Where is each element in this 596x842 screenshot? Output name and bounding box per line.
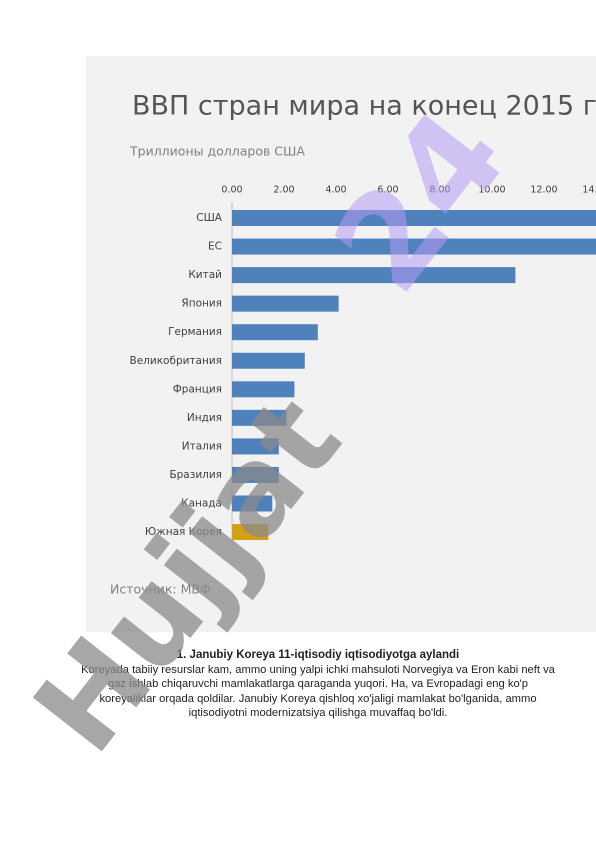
y-tick-label: Япония bbox=[181, 298, 222, 310]
bar bbox=[232, 381, 295, 398]
bar bbox=[232, 524, 269, 541]
x-tick-label: 14.00 bbox=[582, 185, 596, 196]
chart-subtitle: Триллионы долларов США bbox=[129, 144, 305, 159]
chart-title: ВВП стран мира на конец 2015 года bbox=[132, 91, 596, 122]
x-tick-label: 0.00 bbox=[221, 185, 242, 196]
bar bbox=[232, 495, 273, 512]
y-tick-label: Индия bbox=[187, 412, 222, 424]
y-tick-label: Великобритания bbox=[130, 355, 223, 367]
chart: ВВП стран мира на конец 2015 года Трилли… bbox=[86, 56, 596, 632]
paragraph: Koreyada tabiiy resurslar kam, ammo unin… bbox=[81, 663, 555, 720]
document-text: 1. Janubiy Koreya 11-iqtisodiy iqtisodiy… bbox=[80, 648, 556, 721]
y-tick-label: Германия bbox=[168, 326, 222, 338]
bar bbox=[232, 409, 287, 426]
x-tick-label: 6.00 bbox=[377, 185, 398, 196]
y-tick-label: Италия bbox=[182, 440, 222, 452]
bar bbox=[232, 295, 339, 312]
bar bbox=[232, 438, 279, 455]
x-tick-label: 8.00 bbox=[429, 185, 450, 196]
heading: 1. Janubiy Koreya 11-iqtisodiy iqtisodiy… bbox=[176, 649, 460, 661]
x-tick-label: 12.00 bbox=[530, 185, 557, 196]
chart-background bbox=[86, 56, 596, 632]
bar bbox=[232, 466, 279, 483]
y-tick-label: Южная Корея bbox=[145, 526, 222, 538]
y-tick-label: США bbox=[196, 212, 223, 224]
bar bbox=[232, 352, 305, 369]
bar bbox=[232, 267, 516, 284]
bar bbox=[232, 324, 318, 341]
bar bbox=[232, 210, 596, 226]
y-tick-label: Канада bbox=[181, 498, 222, 510]
y-tick-label: ЕС bbox=[208, 241, 222, 253]
y-tick-label: Франция bbox=[173, 383, 222, 395]
y-tick-label: Бразилия bbox=[169, 469, 222, 481]
x-tick-label: 4.00 bbox=[325, 185, 346, 196]
x-tick-label: 2.00 bbox=[273, 185, 294, 196]
bar bbox=[232, 238, 596, 255]
chart-source: Источник: МВФ bbox=[110, 582, 211, 597]
y-tick-label: Китай bbox=[188, 269, 222, 281]
x-tick-label: 10.00 bbox=[478, 185, 505, 196]
